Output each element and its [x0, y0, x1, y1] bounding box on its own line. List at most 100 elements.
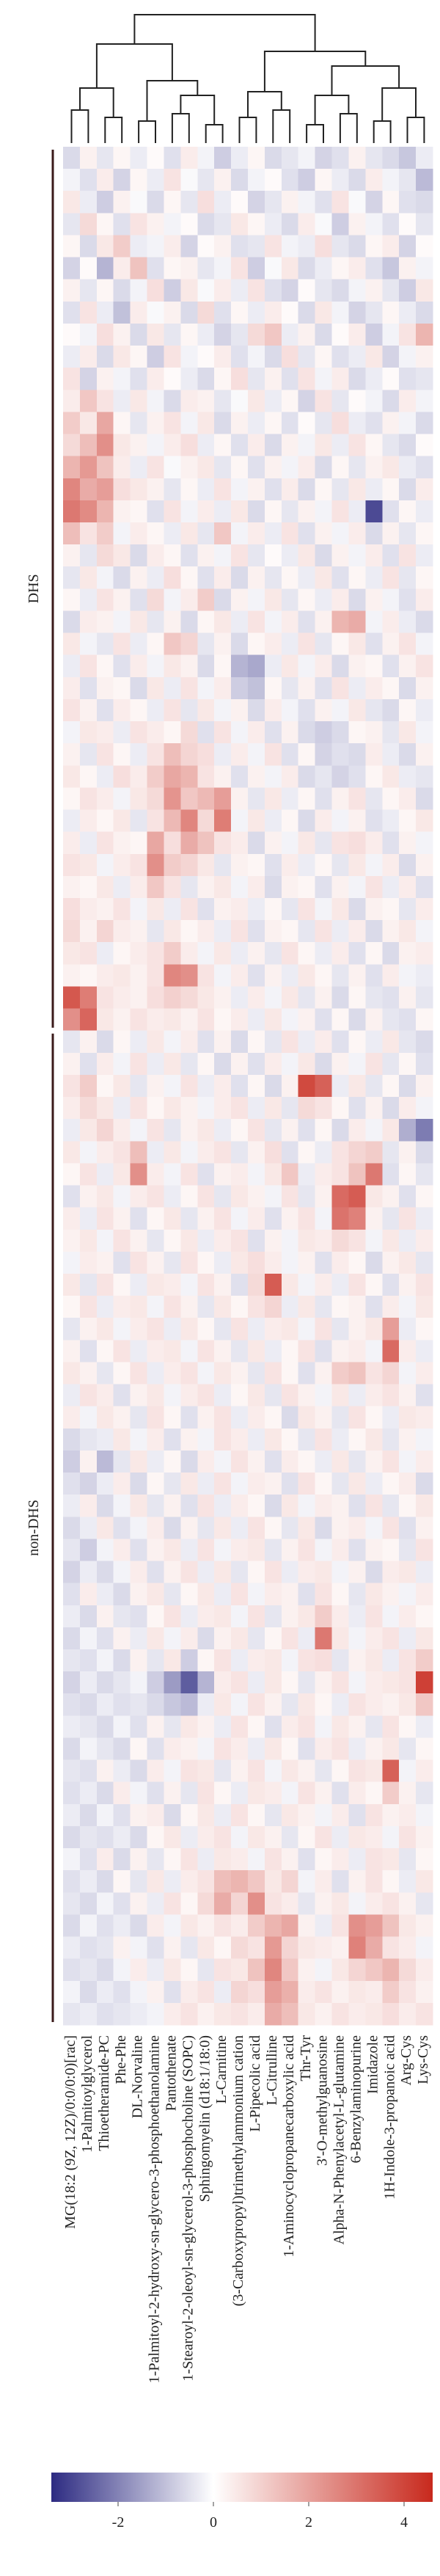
heatmap-cell — [331, 1296, 349, 1318]
heatmap-cell — [248, 1163, 265, 1186]
heatmap-cell — [63, 1406, 81, 1429]
heatmap-cell — [298, 1980, 316, 2004]
heatmap-cell — [416, 390, 433, 412]
heatmap-cell — [130, 323, 148, 346]
heatmap-cell — [298, 1870, 316, 1893]
heatmap-cell — [113, 1715, 131, 1738]
heatmap-cell — [331, 1030, 349, 1054]
heatmap-cell — [399, 1781, 417, 1805]
heatmap-cell — [298, 2002, 316, 2026]
heatmap-cell — [281, 920, 299, 943]
heatmap-cell — [365, 1737, 383, 1761]
heatmap-cell — [164, 1163, 181, 1186]
heatmap-cell — [164, 1318, 181, 1340]
heatmap-cell — [382, 1428, 400, 1451]
heatmap-cell — [382, 1870, 400, 1893]
heatmap-cell — [331, 1185, 349, 1208]
heatmap-cell — [264, 1274, 282, 1296]
heatmap-cell — [147, 1406, 164, 1429]
heatmap-cell — [315, 213, 333, 236]
heatmap-cell — [248, 1892, 265, 1915]
heatmap-cell — [180, 1074, 198, 1098]
heatmap-cell — [180, 1649, 198, 1672]
heatmap-cell — [416, 1384, 433, 1407]
heatmap-cell — [248, 1229, 265, 1252]
heatmap-cell — [315, 1097, 333, 1120]
heatmap-cell — [416, 698, 433, 722]
heatmap-cell — [197, 964, 215, 987]
heatmap-cell — [214, 566, 232, 589]
heatmap-cell — [63, 1892, 81, 1915]
heatmap-cell — [96, 1473, 114, 1495]
heatmap-cell — [130, 809, 148, 833]
heatmap-cell — [180, 610, 198, 634]
heatmap-cell — [416, 1428, 433, 1451]
heatmap-cell — [382, 1980, 400, 2004]
heatmap-cell — [281, 434, 299, 457]
heatmap-cell — [164, 1737, 181, 1761]
heatmap-cell — [231, 544, 249, 567]
heatmap-cell — [147, 1450, 164, 1473]
heatmap-cell — [298, 301, 316, 324]
heatmap-cell — [281, 1340, 299, 1362]
heatmap-cell — [147, 1119, 164, 1142]
heatmap-cell — [382, 1825, 400, 1849]
heatmap-cell — [180, 1185, 198, 1208]
heatmap-cell — [147, 1362, 164, 1385]
heatmap-cell — [147, 809, 164, 833]
heatmap-cell — [113, 544, 131, 567]
heatmap-cell — [382, 986, 400, 1010]
heatmap-cell — [113, 213, 131, 236]
heatmap-cell — [63, 1539, 81, 1562]
heatmap-cell — [331, 1671, 349, 1694]
heatmap-cell — [348, 1097, 366, 1120]
heatmap-cell — [79, 809, 98, 833]
heatmap-cell — [231, 478, 249, 501]
heatmap-cell — [348, 301, 366, 324]
heatmap-cell — [331, 1715, 349, 1738]
heatmap-cell — [365, 698, 383, 722]
heatmap-cell — [164, 434, 181, 457]
heatmap-cell — [348, 632, 366, 656]
heatmap-cell — [197, 323, 215, 346]
heatmap-cell — [365, 964, 383, 987]
heatmap-cell — [365, 147, 383, 169]
heatmap-cell — [147, 920, 164, 943]
heatmap-cell — [416, 301, 433, 324]
heatmap-cell — [264, 279, 282, 302]
heatmap-cell — [63, 566, 81, 589]
heatmap-cell — [331, 1251, 349, 1274]
heatmap-cell — [63, 1274, 81, 1296]
heatmap-cell — [79, 1296, 98, 1318]
heatmap-cell — [248, 1296, 265, 1318]
heatmap-cell — [382, 809, 400, 833]
heatmap-cell — [331, 1008, 349, 1032]
heatmap-cell — [113, 610, 131, 634]
colorbar-tick-label: 4 — [400, 2514, 408, 2531]
heatmap-cell — [298, 1207, 316, 1230]
heatmap-cell — [164, 1803, 181, 1827]
heatmap-cell — [214, 346, 232, 368]
heatmap-cell — [416, 1870, 433, 1893]
heatmap-cell — [399, 147, 417, 169]
heatmap-cell — [164, 147, 181, 169]
heatmap-cell — [365, 831, 383, 855]
heatmap-cell — [348, 1737, 366, 1761]
heatmap-cell — [248, 1759, 265, 1783]
heatmap-cell — [197, 1251, 215, 1274]
heatmap-cell — [264, 1759, 282, 1783]
heatmap-cell — [130, 1229, 148, 1252]
heatmap-cell — [113, 1052, 131, 1076]
heatmap-cell — [399, 1296, 417, 1318]
heatmap-cell — [130, 368, 148, 390]
heatmap-cell — [281, 368, 299, 390]
heatmap-cell — [264, 1052, 282, 1076]
heatmap-cell — [63, 588, 81, 611]
heatmap-cell — [79, 986, 98, 1010]
heatmap-cell — [248, 1671, 265, 1694]
heatmap-cell — [130, 1781, 148, 1805]
heatmap-cell — [365, 500, 383, 523]
heatmap-cell — [79, 1362, 98, 1385]
heatmap-cell — [197, 544, 215, 567]
heatmap-cell — [365, 1163, 383, 1186]
